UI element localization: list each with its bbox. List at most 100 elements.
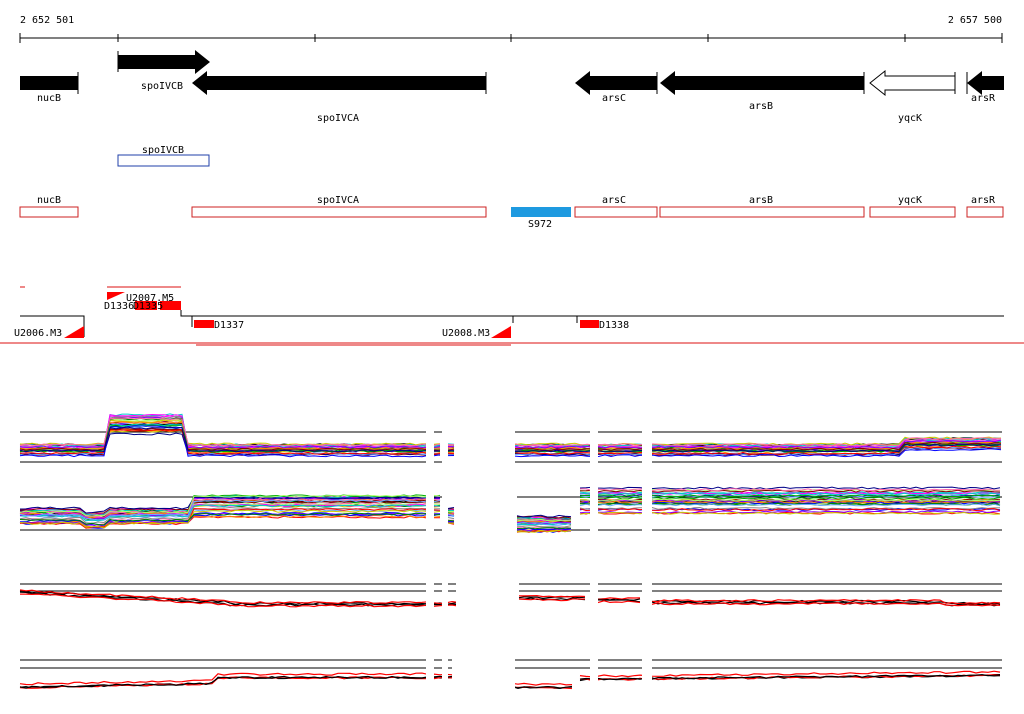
segment-label: U2006.M3 bbox=[14, 328, 62, 339]
gene-track: nucB spoIVCB spoIVCA arsC arsB bbox=[20, 50, 1004, 124]
expression-profile-line bbox=[19, 421, 441, 450]
expression-profile-line bbox=[19, 417, 441, 447]
end-coordinate-label: 2 657 500 bbox=[948, 15, 1002, 26]
expression-profile-line bbox=[19, 425, 441, 458]
feature-S972-label: S972 bbox=[528, 219, 552, 230]
annotation-label: arsC bbox=[602, 195, 626, 206]
segment-marker bbox=[194, 320, 214, 328]
data-gap bbox=[642, 420, 652, 710]
data-gap bbox=[590, 420, 598, 710]
spoIVCB-box[interactable] bbox=[117, 154, 210, 167]
expression-profile-line bbox=[506, 682, 573, 686]
annotation-box-spoIVCA[interactable] bbox=[191, 206, 487, 218]
expression-profile-line bbox=[518, 598, 586, 602]
expression-profile-line bbox=[19, 589, 459, 605]
annotation-box-nucB[interactable] bbox=[19, 206, 79, 218]
segment-marker bbox=[160, 301, 181, 310]
gene-spoIVCA[interactable]: spoIVCA bbox=[192, 71, 487, 124]
segment-marker bbox=[107, 292, 125, 300]
annotation-label: nucB bbox=[37, 195, 61, 206]
expression-profile-line bbox=[447, 513, 455, 515]
gene-nucB[interactable]: nucB bbox=[20, 72, 79, 104]
expression-profile-line bbox=[19, 675, 453, 689]
expression-profile-line bbox=[19, 415, 441, 447]
expression-profile-line bbox=[19, 512, 440, 526]
coordinate-ruler: 2 652 501 2 657 500 bbox=[19, 15, 1003, 43]
gene-label: spoIVCA bbox=[317, 113, 359, 124]
gene-label: arsC bbox=[602, 93, 626, 104]
segment-track: U2007.M5 D1336 D1335 D1337 U2006.M3 U200… bbox=[0, 286, 1024, 346]
expression-profile-line bbox=[597, 597, 641, 600]
expression-profile-line bbox=[516, 514, 572, 518]
expression-profile-line bbox=[516, 527, 571, 530]
annotation-label: arsB bbox=[749, 195, 773, 206]
expression-profile-line bbox=[597, 600, 641, 604]
expression-profile-line bbox=[19, 426, 441, 453]
data-gap bbox=[426, 420, 434, 710]
gene-spoIVCB[interactable]: spoIVCB bbox=[117, 50, 210, 92]
data-gap bbox=[486, 420, 515, 710]
expression-profile-line bbox=[519, 594, 586, 598]
expression-profile-line bbox=[651, 598, 1001, 605]
expression-profile-line bbox=[19, 423, 441, 447]
expression-profile-line bbox=[505, 685, 573, 689]
segment-marker bbox=[135, 301, 157, 310]
data-gap bbox=[442, 420, 448, 710]
expression-profile-line bbox=[19, 416, 441, 449]
expression-profile-line bbox=[516, 518, 572, 522]
segment-line bbox=[180, 310, 1004, 317]
expression-profile-line bbox=[516, 529, 572, 533]
gene-arsC[interactable]: arsC bbox=[575, 71, 658, 104]
expression-profile-line bbox=[447, 517, 455, 520]
annotation-label: yqcK bbox=[898, 195, 922, 206]
annotation-box-arsC[interactable] bbox=[574, 206, 658, 218]
gene-arsR[interactable]: arsR bbox=[966, 71, 1004, 104]
expression-profile-line bbox=[516, 521, 572, 525]
gene-arsB[interactable]: arsB bbox=[660, 71, 865, 112]
gene-label: nucB bbox=[37, 93, 61, 104]
expression-profile-line bbox=[517, 525, 572, 528]
expression-track bbox=[19, 420, 1002, 710]
gene-label: arsR bbox=[971, 93, 996, 104]
expression-profile-line bbox=[19, 423, 441, 447]
expression-profile-line bbox=[447, 509, 455, 512]
segment-label: D1337 bbox=[214, 320, 244, 331]
segment-label: D1338 bbox=[599, 320, 629, 331]
spoIVCB-box-label: spoIVCB bbox=[142, 145, 184, 156]
annotation-box-arsB[interactable] bbox=[659, 206, 865, 218]
expression-profile-line bbox=[19, 419, 441, 446]
annotation-box-arsR[interactable] bbox=[966, 206, 1004, 218]
expression-profile-line bbox=[19, 499, 441, 521]
expression-profile-line bbox=[19, 504, 441, 522]
segment-label: D1336 bbox=[104, 301, 134, 312]
expression-profile-line bbox=[447, 519, 455, 522]
expression-profile-line bbox=[19, 672, 453, 686]
annotation-label: arsR bbox=[971, 195, 996, 206]
gene-label: spoIVCB bbox=[141, 81, 183, 92]
annotation-label: spoIVCA bbox=[317, 195, 359, 206]
expression-profile-line bbox=[19, 506, 441, 524]
annotation-track: spoIVCB nucB spoIVCA S972 arsC arsB yqcK… bbox=[19, 145, 1004, 230]
expression-track bbox=[19, 583, 1002, 608]
expression-profile-line bbox=[651, 599, 1001, 606]
segment-label: U2007.M5 bbox=[126, 293, 174, 304]
annotation-box-yqcK[interactable] bbox=[869, 206, 956, 218]
start-coordinate-label: 2 652 501 bbox=[20, 15, 74, 26]
expression-profile-line bbox=[516, 528, 571, 532]
expression-profile-line bbox=[20, 593, 459, 608]
segment-label: D1335 bbox=[133, 301, 163, 312]
expression-profile-line bbox=[19, 508, 441, 529]
segment-marker bbox=[580, 320, 599, 328]
expression-profile-line bbox=[447, 513, 455, 517]
data-gap bbox=[456, 420, 482, 710]
expression-profile-line bbox=[597, 599, 641, 603]
gene-yqcK[interactable]: yqcK bbox=[869, 69, 956, 124]
gene-label: yqcK bbox=[898, 113, 922, 124]
expression-profile-line bbox=[447, 507, 455, 509]
expression-profile-line bbox=[19, 494, 441, 517]
expression-profile-line bbox=[19, 413, 441, 449]
expression-profile-line bbox=[651, 602, 1001, 607]
feature-S972[interactable] bbox=[511, 207, 571, 217]
expression-profile-line bbox=[447, 448, 455, 451]
